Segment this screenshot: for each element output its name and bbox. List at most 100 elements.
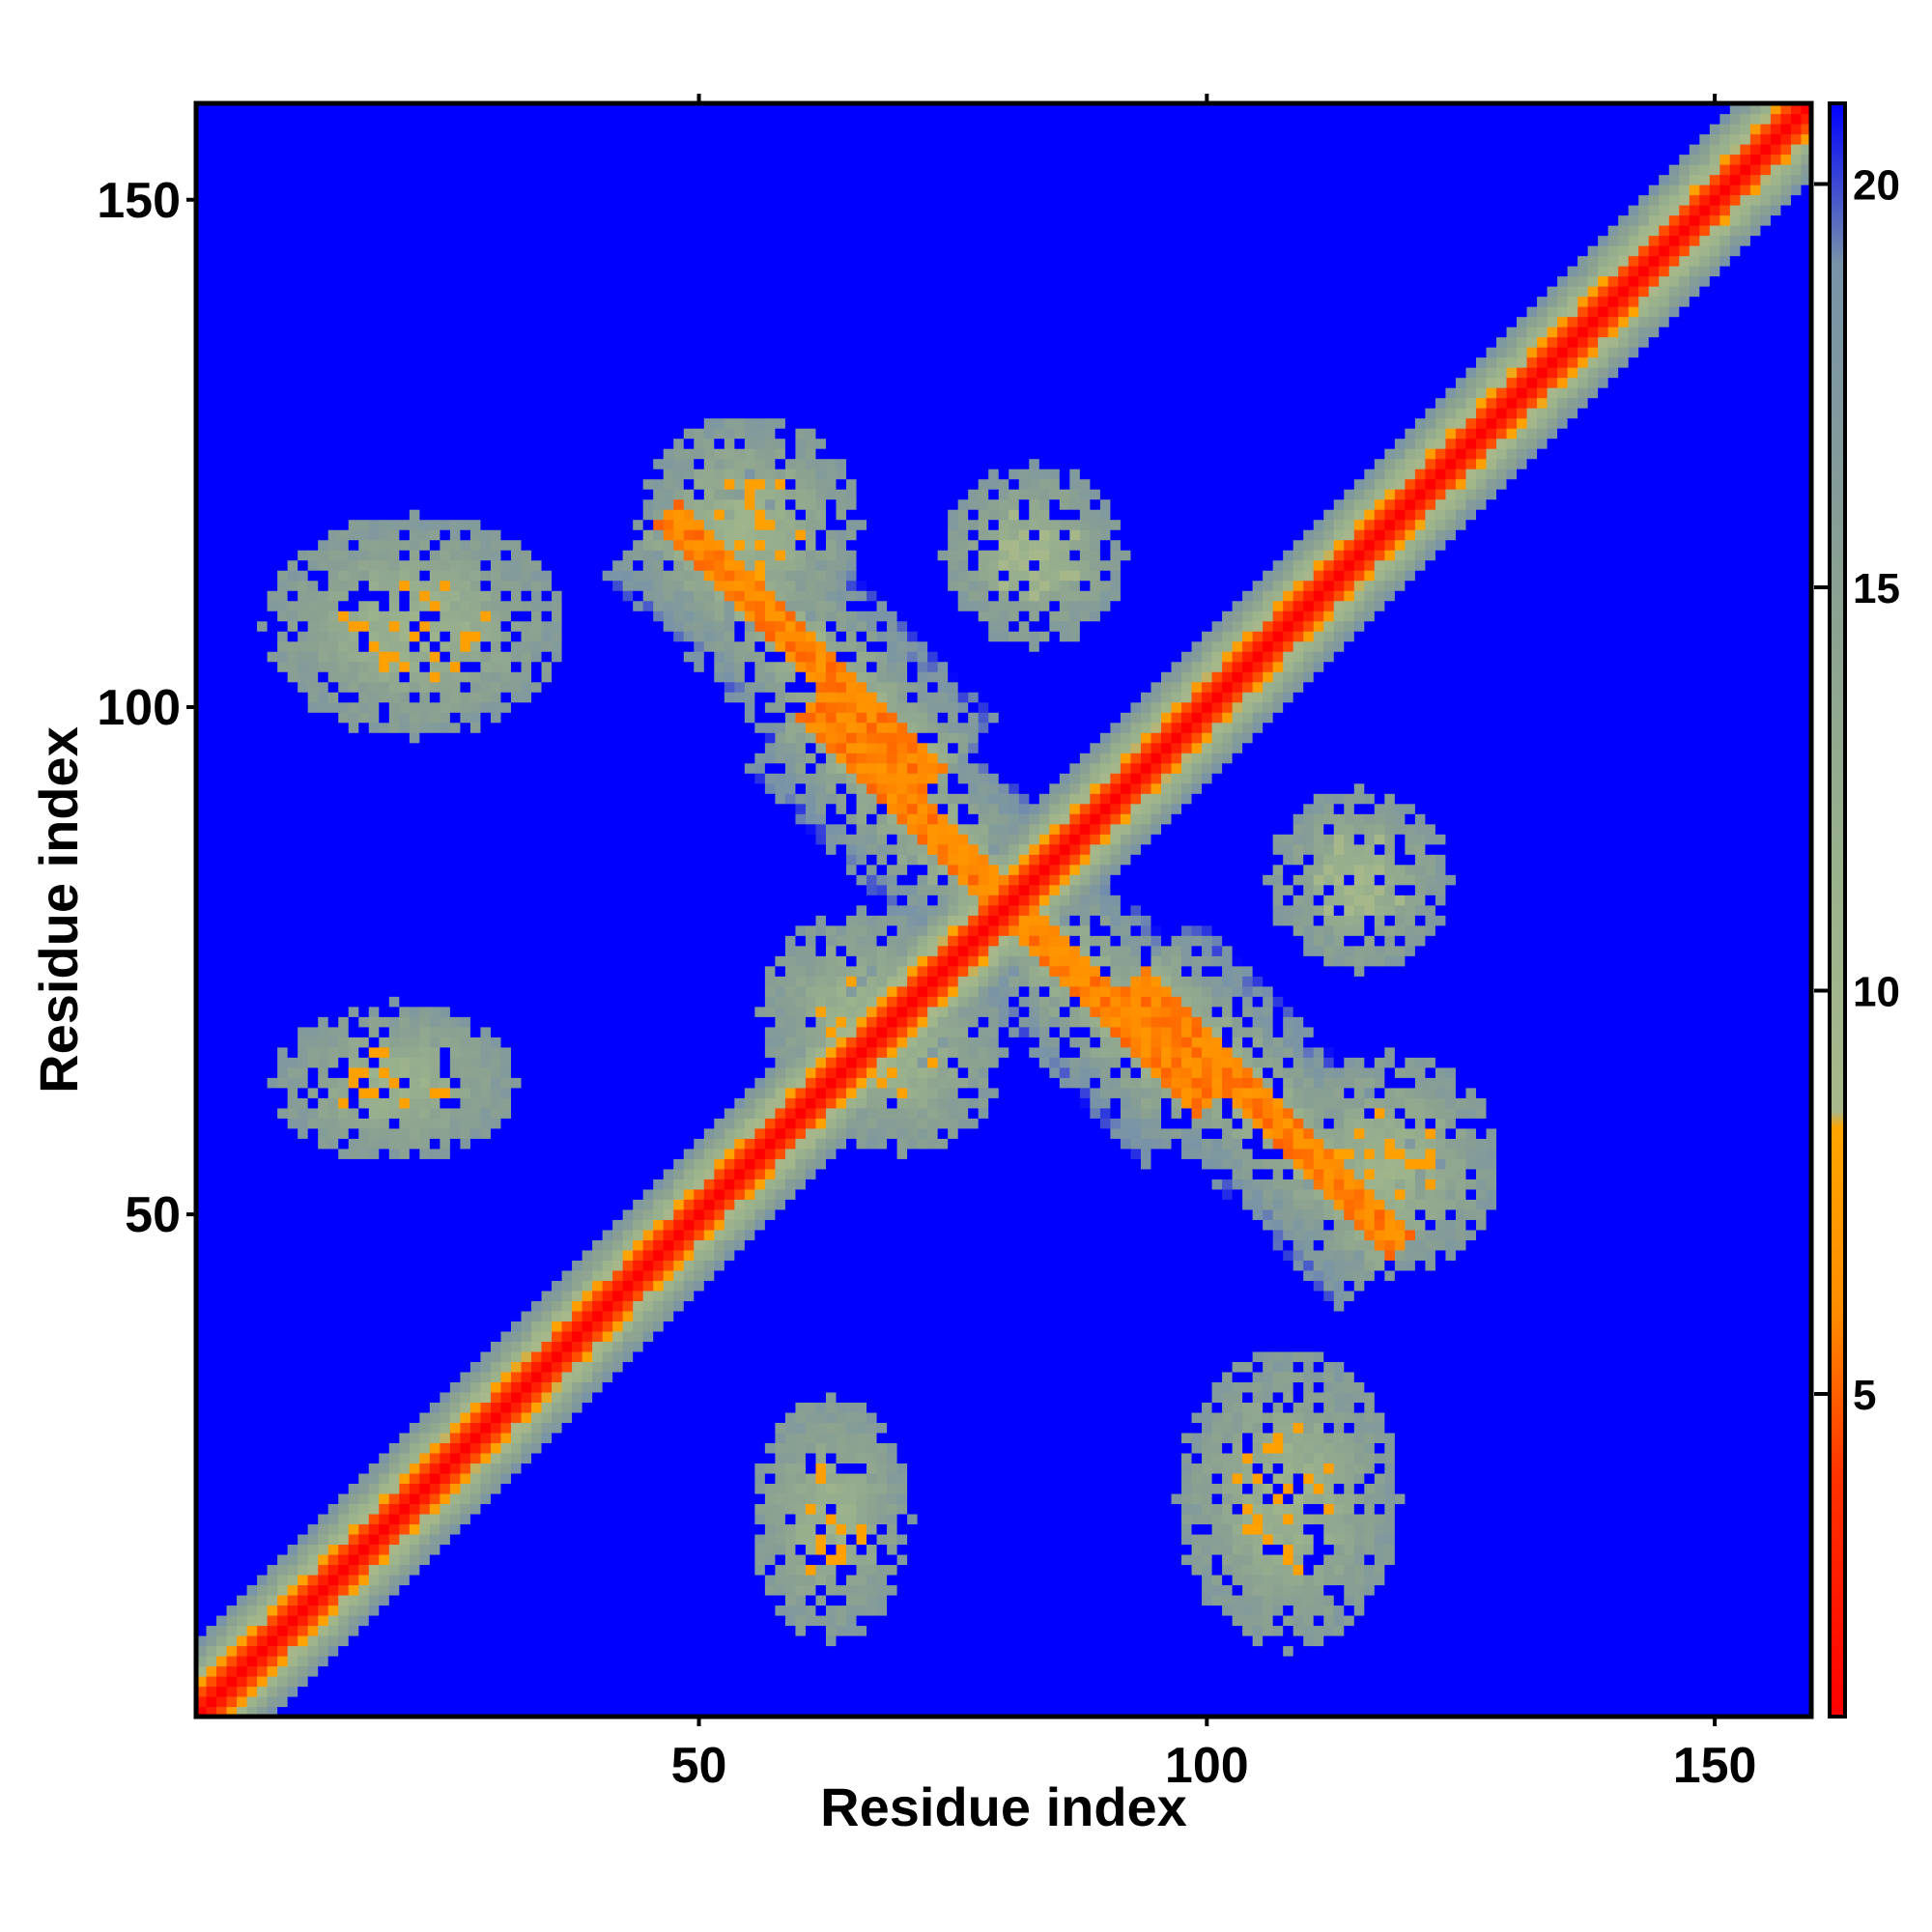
heatmap-cell — [216, 773, 228, 784]
heatmap-cell — [368, 1533, 380, 1546]
heatmap-cell — [298, 1158, 309, 1170]
heatmap-cell — [399, 1523, 411, 1535]
heatmap-cell — [277, 1280, 289, 1292]
heatmap-cell — [338, 1564, 350, 1576]
heatmap-cell — [379, 762, 390, 774]
heatmap-cell — [196, 580, 208, 591]
heatmap-cell — [480, 884, 492, 895]
heatmap-cell — [206, 1503, 217, 1515]
heatmap-cell — [307, 600, 319, 611]
heatmap-cell — [409, 681, 420, 693]
heatmap-cell — [237, 1199, 248, 1210]
heatmap-cell — [419, 559, 431, 571]
heatmap-cell — [409, 417, 420, 429]
heatmap-cell — [429, 1614, 440, 1627]
heatmap-cell — [327, 651, 339, 663]
heatmap-cell — [429, 1350, 440, 1362]
heatmap-cell — [216, 1686, 228, 1697]
heatmap-cell — [307, 681, 319, 693]
heatmap-cell — [277, 1625, 289, 1636]
heatmap-cell — [388, 448, 400, 460]
heatmap-cell — [480, 722, 492, 733]
heatmap-cell — [287, 327, 298, 338]
heatmap-cell — [419, 701, 431, 713]
heatmap-cell — [440, 377, 451, 388]
heatmap-cell — [440, 600, 451, 611]
heatmap-cell — [327, 976, 339, 987]
heatmap-cell — [469, 631, 482, 642]
heatmap-cell — [480, 1371, 492, 1382]
heatmap-cell — [449, 722, 462, 733]
heatmap-cell — [257, 1168, 269, 1179]
heatmap-cell — [500, 813, 512, 825]
heatmap-cell — [379, 1300, 390, 1312]
heatmap-cell — [327, 692, 339, 703]
heatmap-cell — [469, 884, 482, 895]
heatmap-cell — [307, 701, 319, 713]
heatmap-cell — [277, 1665, 289, 1677]
heatmap-cell — [327, 753, 339, 764]
heatmap-cell — [480, 1675, 492, 1688]
heatmap-cell — [409, 1553, 420, 1566]
heatmap-cell — [307, 1625, 319, 1636]
heatmap-cell — [327, 965, 339, 977]
heatmap-cell — [348, 712, 359, 724]
heatmap-cell — [338, 245, 350, 257]
heatmap-cell — [419, 266, 431, 277]
heatmap-cell — [216, 469, 228, 480]
heatmap-cell — [287, 692, 298, 703]
heatmap-cell — [440, 753, 451, 764]
heatmap-cell — [246, 347, 258, 358]
heatmap-cell — [358, 1118, 370, 1129]
heatmap-cell — [469, 1188, 482, 1200]
heatmap-cell — [409, 1188, 420, 1200]
heatmap-cell — [307, 1057, 319, 1068]
heatmap-cell — [399, 1057, 411, 1068]
heatmap-cell — [216, 1208, 228, 1220]
heatmap-cell — [449, 327, 462, 338]
heatmap-cell — [327, 1472, 339, 1485]
heatmap-cell — [358, 651, 370, 663]
heatmap-cell — [327, 895, 339, 906]
heatmap-cell — [480, 1463, 492, 1474]
heatmap-cell — [500, 1503, 512, 1515]
heatmap-cell — [460, 1422, 471, 1434]
heatmap-cell — [216, 185, 228, 196]
heatmap-cell — [419, 1006, 431, 1017]
heatmap-cell — [429, 1179, 440, 1190]
heatmap-cell — [449, 1148, 462, 1159]
heatmap-cell — [399, 469, 411, 480]
heatmap-cell — [327, 1016, 339, 1028]
heatmap-cell — [277, 1168, 289, 1179]
heatmap-cell — [307, 985, 319, 997]
heatmap-cell — [460, 489, 471, 500]
heatmap-cell — [469, 864, 482, 875]
heatmap-cell — [307, 1330, 319, 1342]
heatmap-cell — [379, 1472, 390, 1485]
heatmap-cell — [307, 1046, 319, 1058]
heatmap-cell — [277, 1564, 289, 1576]
heatmap-cell — [277, 1046, 289, 1058]
heatmap-cell — [449, 1402, 462, 1413]
heatmap-cell — [277, 1686, 289, 1697]
heatmap-cell — [206, 1381, 217, 1393]
heatmap-cell — [358, 1208, 370, 1220]
heatmap-cell — [287, 924, 298, 936]
heatmap-cell — [419, 651, 431, 663]
heatmap-cell — [379, 1077, 390, 1089]
heatmap-cell — [307, 529, 319, 541]
heatmap-cell — [460, 1260, 471, 1271]
heatmap-cell — [216, 327, 228, 338]
heatmap-cell — [318, 1503, 329, 1515]
heatmap-cell — [388, 935, 400, 947]
heatmap-cell — [469, 1381, 482, 1393]
heatmap-cell — [196, 1280, 208, 1292]
heatmap-cell — [460, 306, 471, 318]
heatmap-cell — [449, 1097, 462, 1109]
heatmap-cell — [246, 1584, 258, 1596]
heatmap-cell — [510, 1634, 523, 1647]
heatmap-cell — [216, 306, 228, 318]
heatmap-cell — [196, 245, 208, 257]
heatmap-cell — [267, 1605, 278, 1616]
heatmap-cell — [348, 753, 359, 764]
